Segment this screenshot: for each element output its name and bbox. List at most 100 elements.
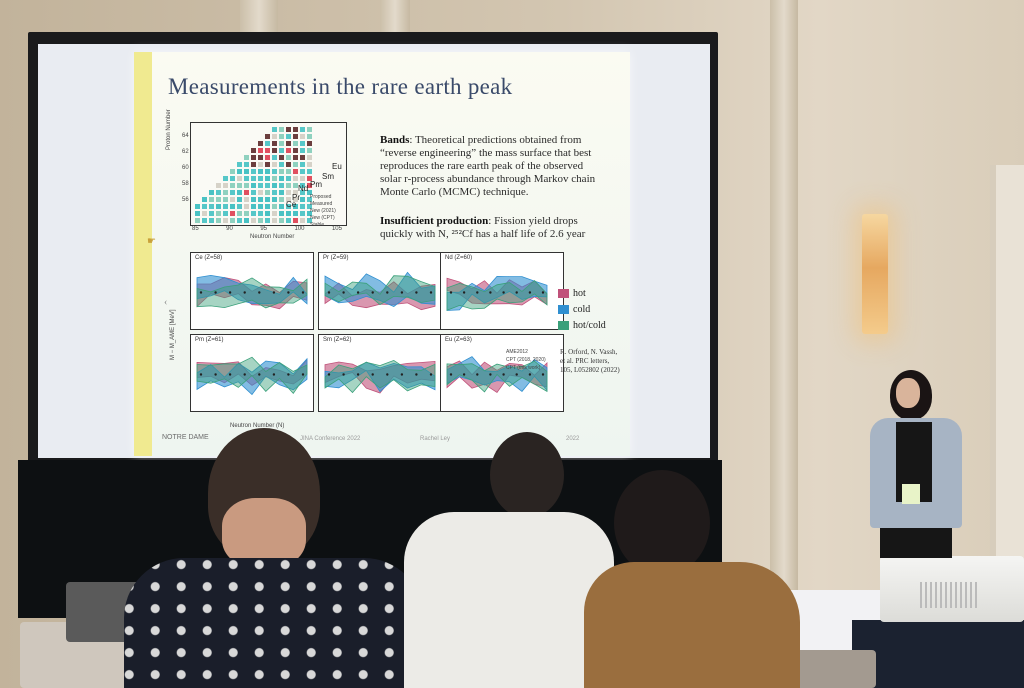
panel-label: Ce (Z=58) <box>195 255 223 261</box>
data-point <box>327 291 331 294</box>
nuclide-cell <box>300 148 305 153</box>
nuclide-cell <box>307 141 312 146</box>
data-point <box>272 373 276 376</box>
nuclide-cell <box>216 183 221 188</box>
nuclide-cell <box>258 141 263 146</box>
nuclide-cell <box>209 211 214 216</box>
data-point <box>214 291 217 294</box>
nuclide-cell <box>279 183 284 188</box>
attendee-left <box>124 428 424 688</box>
nuclide-cell <box>286 169 291 174</box>
nuclide-cell <box>265 148 270 153</box>
nuclide-cell <box>307 218 312 223</box>
nuclide-yticks: 64 62 60 58 56 <box>182 128 189 208</box>
data-point <box>502 291 505 294</box>
nuclide-cell <box>237 169 242 174</box>
nuclide-label: Pm <box>310 180 322 189</box>
data-point <box>489 373 492 376</box>
nuclide-cell <box>272 127 277 132</box>
data-point <box>301 291 305 294</box>
nuclide-cell <box>251 162 256 167</box>
nuclide-cell <box>258 211 263 216</box>
nuclide-cell <box>300 211 305 216</box>
slide-accent-bar <box>134 52 152 456</box>
nuclide-cell <box>286 176 291 181</box>
insufficient-label: Insufficient production <box>380 215 489 227</box>
data-point <box>400 373 404 376</box>
ytick: 56 <box>182 197 189 203</box>
nuclide-cell <box>300 183 305 188</box>
data-point <box>541 291 545 294</box>
nuclide-cell <box>237 218 242 223</box>
nuclide-cell <box>223 176 228 181</box>
insufficient-paragraph: Insufficient production: Fission yield d… <box>380 215 602 241</box>
footer-author: Rachel Ley <box>420 436 451 442</box>
nuclide-cell <box>202 204 207 209</box>
band-hotcold <box>196 277 308 309</box>
nuclide-cell <box>258 155 263 160</box>
data-point <box>462 373 466 376</box>
wall-panel <box>380 0 410 32</box>
nuclide-cell <box>293 148 298 153</box>
nuclide-cell <box>307 169 312 174</box>
nuclide-cell <box>258 176 263 181</box>
nuclide-cell <box>293 155 298 160</box>
nuclide-cell <box>202 197 207 202</box>
data-point <box>342 373 345 376</box>
nuclide-cell <box>237 183 242 188</box>
data-legend: AME2012 CPT (2018, 2020) CPT (this work) <box>506 348 546 372</box>
data-point <box>386 373 389 376</box>
nuclide-cell <box>307 162 312 167</box>
nuclide-cell <box>300 127 305 132</box>
nuclide-cell <box>216 211 221 216</box>
data-point <box>243 291 246 294</box>
nuclide-cell <box>300 162 305 167</box>
nuclide-cell <box>237 176 242 181</box>
data-point <box>199 291 203 294</box>
nuclide-cell <box>279 197 284 202</box>
nuclide-chart-legend: Proposed Measured New (2021) New (CPT) S… <box>310 194 336 229</box>
data-point <box>528 291 532 294</box>
nuclide-cell <box>272 197 277 202</box>
nuclide-cell <box>244 218 249 223</box>
footer-conference: JINA Conference 2022 <box>300 436 361 442</box>
nuclide-cell <box>230 197 235 202</box>
nuclide-cell <box>244 162 249 167</box>
nuclide-cell <box>279 134 284 139</box>
data-point <box>327 373 331 376</box>
slide-title: Measurements in the rare earth peak <box>168 74 513 99</box>
nuclide-cell <box>230 183 235 188</box>
nuclide-cell <box>216 204 221 209</box>
nuclide-cell <box>209 197 214 202</box>
nuclide-cell <box>307 204 312 209</box>
band-cold <box>196 274 308 305</box>
legend-swatch-cold <box>558 305 569 315</box>
band-panel-pm: Pm (Z=61) <box>190 334 314 412</box>
nuclide-cell <box>293 141 298 146</box>
data-point <box>258 291 261 294</box>
data-point <box>415 291 418 294</box>
nuclide-cell <box>286 162 291 167</box>
bands-text: : Theoretical predictions obtained from … <box>380 134 596 198</box>
nuclide-cell <box>265 134 270 139</box>
legend-hot: hot <box>558 288 586 299</box>
nuclide-cell <box>279 211 284 216</box>
band-cold <box>324 271 436 307</box>
nuclide-cell <box>272 169 277 174</box>
data-point <box>228 291 232 294</box>
bands-paragraph: Bands: Theoretical predictions obtained … <box>380 134 602 199</box>
bands-xlabel: Neutron Number (N) <box>230 423 285 429</box>
nuclide-cell <box>300 218 305 223</box>
nuclide-cell <box>300 176 305 181</box>
nuclide-cell <box>300 204 305 209</box>
nav-arrow-icon: ‹ <box>164 297 168 308</box>
ytick: 64 <box>182 133 189 139</box>
xtick: 105 <box>331 226 342 232</box>
nuclide-chart <box>190 122 347 226</box>
data-point <box>449 373 453 376</box>
nuclide-cell <box>258 183 263 188</box>
bands-ylabel: M − M_AME [MeV] <box>170 309 176 360</box>
bands-label: Bands <box>380 134 410 146</box>
nuclide-cell <box>244 204 249 209</box>
panel-label: Pm (Z=61) <box>195 337 224 343</box>
